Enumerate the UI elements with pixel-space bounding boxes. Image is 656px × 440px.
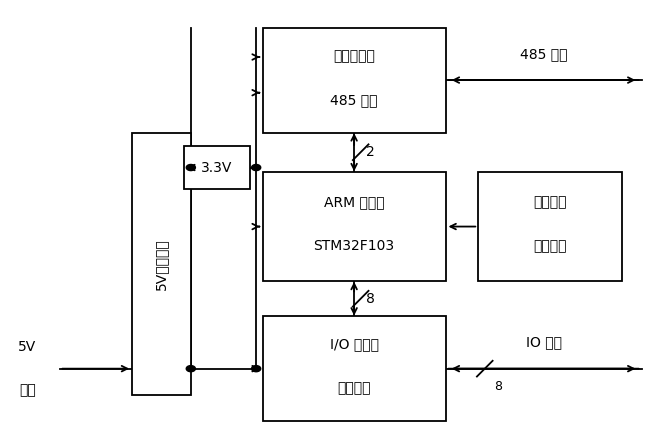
Text: 电源: 电源: [19, 384, 36, 397]
Bar: [184, 146, 250, 189]
Text: ARM 控制器: ARM 控制器: [324, 195, 384, 209]
Text: 自适应换向: 自适应换向: [333, 49, 375, 63]
Text: 8: 8: [494, 380, 502, 392]
Text: 5V: 5V: [18, 340, 37, 354]
Bar: [262, 172, 445, 281]
Bar: [132, 132, 191, 395]
Text: 3.3V: 3.3V: [201, 161, 233, 175]
Circle shape: [251, 165, 260, 171]
Bar: [262, 316, 445, 421]
Circle shape: [251, 366, 260, 372]
Text: 启动方式: 启动方式: [533, 195, 567, 209]
Bar: [262, 28, 445, 132]
Text: 选择电路: 选择电路: [533, 239, 567, 253]
Text: 485 总线: 485 总线: [520, 47, 567, 61]
Text: IO 接口: IO 接口: [525, 335, 562, 349]
Text: 5V隔离电源: 5V隔离电源: [154, 238, 169, 290]
Text: 485 隔离: 485 隔离: [331, 93, 378, 107]
Text: 8: 8: [366, 292, 375, 306]
Bar: [478, 172, 622, 281]
Text: 2: 2: [366, 145, 375, 159]
Circle shape: [186, 165, 195, 171]
Text: STM32F103: STM32F103: [314, 239, 395, 253]
Text: I/O 自由换: I/O 自由换: [329, 337, 379, 352]
Circle shape: [186, 366, 195, 372]
Text: 向及隔离: 向及隔离: [337, 381, 371, 395]
